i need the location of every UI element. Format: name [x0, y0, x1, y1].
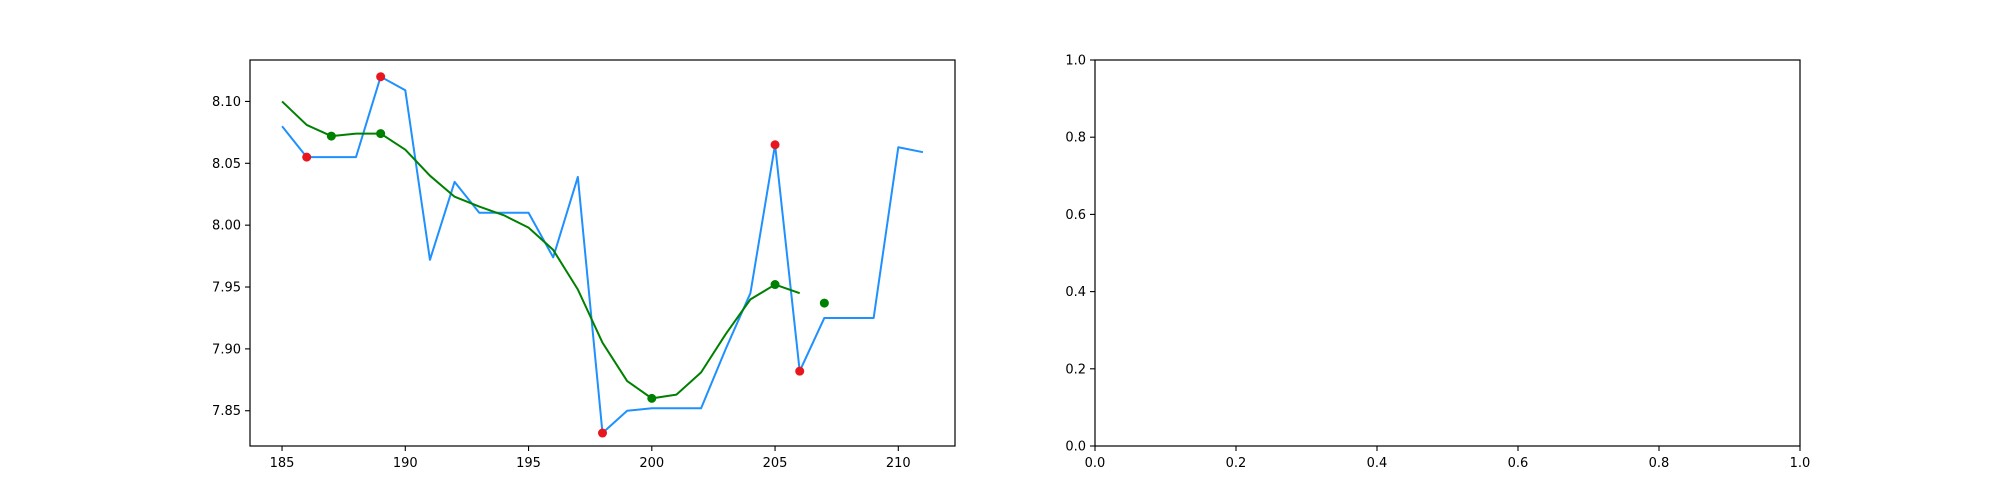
x-tick-label: 185: [270, 456, 295, 471]
x-tick-label: 190: [393, 456, 418, 471]
y-tick-label: 8.10: [212, 95, 241, 110]
y-tick-label: 0.4: [1065, 285, 1086, 300]
scatter-point-2-0: [302, 152, 312, 162]
x-tick-label: 0.0: [1085, 456, 1106, 471]
scatter-point-3-1: [376, 129, 386, 139]
scatter-point-2-3: [770, 140, 780, 150]
x-tick-label: 0.8: [1649, 456, 1670, 471]
left-axes: 185 190 195 200 205 210 7.85 7.90 7.95 8.00 8.05 8.…: [212, 59, 956, 471]
x-tick-label: 210: [886, 456, 911, 471]
right-axes: 0.0 0.2 0.4 0.6 0.8 1.0 0.0 0.2 0.4 0.6 0.8 1.0: [1065, 54, 1810, 472]
x-tick-label: 200: [639, 456, 664, 471]
y-tick-label: 8.00: [212, 219, 241, 234]
scatter-point-3-2: [647, 393, 657, 403]
y-tick-label: 7.85: [212, 404, 241, 419]
scatter-point-3-4: [819, 298, 829, 308]
scatter-point-2-2: [598, 428, 607, 438]
x-tick-label: 1.0: [1790, 456, 1811, 471]
scatter-point-2-4: [795, 366, 805, 376]
x-tick-label: 205: [763, 456, 788, 471]
axes-frame: [1094, 59, 1801, 447]
scatter-point-3-3: [770, 280, 780, 290]
y-tick-label: 0.8: [1065, 131, 1086, 146]
axes-frame: [249, 59, 956, 447]
x-tick-label: 0.2: [1226, 456, 1247, 471]
y-tick-label: 7.90: [212, 342, 241, 357]
scatter-point-2-1: [376, 72, 386, 82]
series-line-1: [281, 100, 801, 400]
y-tick-label: 0.2: [1065, 362, 1086, 377]
x-tick-label: 0.6: [1508, 456, 1529, 471]
y-tick-label: 0.6: [1065, 208, 1086, 223]
y-tick-label: 8.05: [212, 157, 241, 172]
y-tick-label: 0.0: [1065, 440, 1086, 455]
x-tick-label: 195: [516, 456, 541, 471]
x-tick-label: 0.4: [1367, 456, 1388, 471]
y-tick-label: 7.95: [212, 281, 241, 296]
y-tick-label: 1.0: [1065, 54, 1086, 69]
scatter-point-3-0: [326, 131, 336, 141]
